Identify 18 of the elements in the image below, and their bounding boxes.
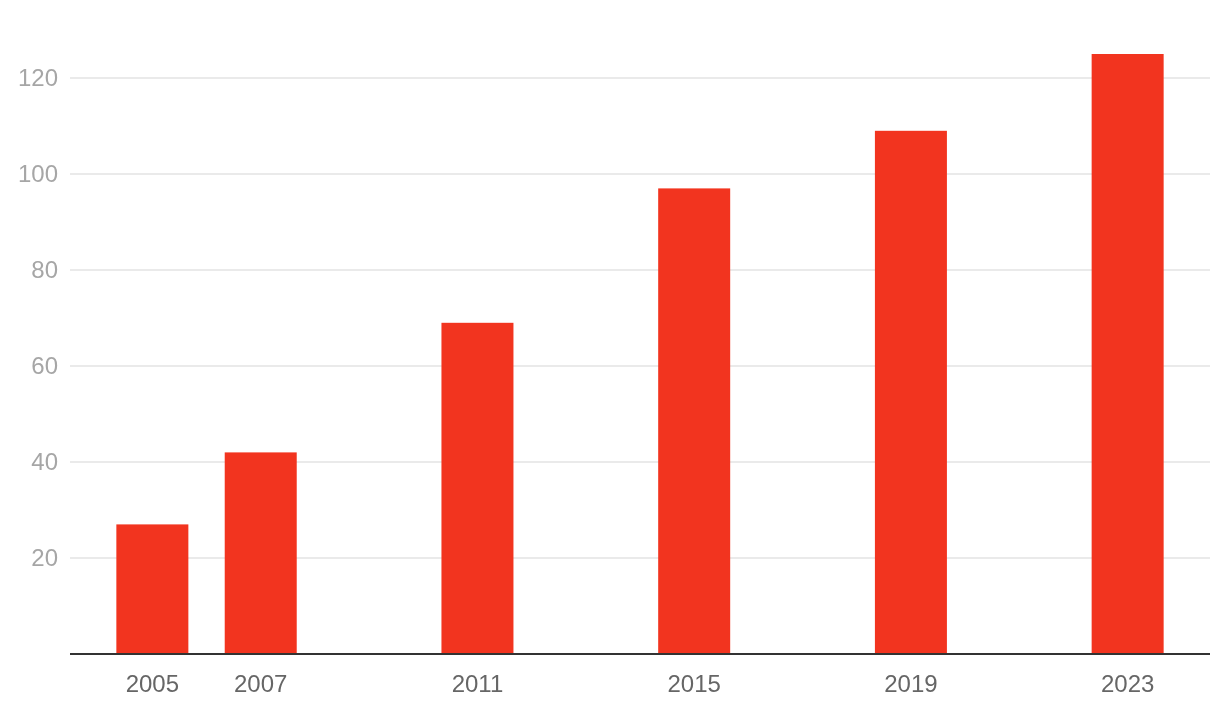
y-tick-label: 40 <box>31 448 58 476</box>
bar <box>658 188 731 654</box>
bar <box>874 130 947 654</box>
y-tick-label: 120 <box>17 64 58 92</box>
x-tick-label: 2023 <box>1100 670 1155 697</box>
bar <box>1091 54 1164 654</box>
bar <box>116 524 189 654</box>
y-tick-label: 60 <box>31 352 58 380</box>
y-tick-label: 80 <box>31 256 58 284</box>
x-tick-label: 2005 <box>125 670 180 697</box>
x-tick-label: 2015 <box>667 670 721 697</box>
bar <box>441 322 514 654</box>
x-tick-label: 2019 <box>884 670 938 697</box>
bar <box>224 452 297 654</box>
x-tick-label: 2007 <box>234 670 288 697</box>
x-tick-label: 2011 <box>451 670 504 697</box>
y-tick-label: 100 <box>17 160 58 188</box>
y-tick-label: 20 <box>31 544 58 572</box>
